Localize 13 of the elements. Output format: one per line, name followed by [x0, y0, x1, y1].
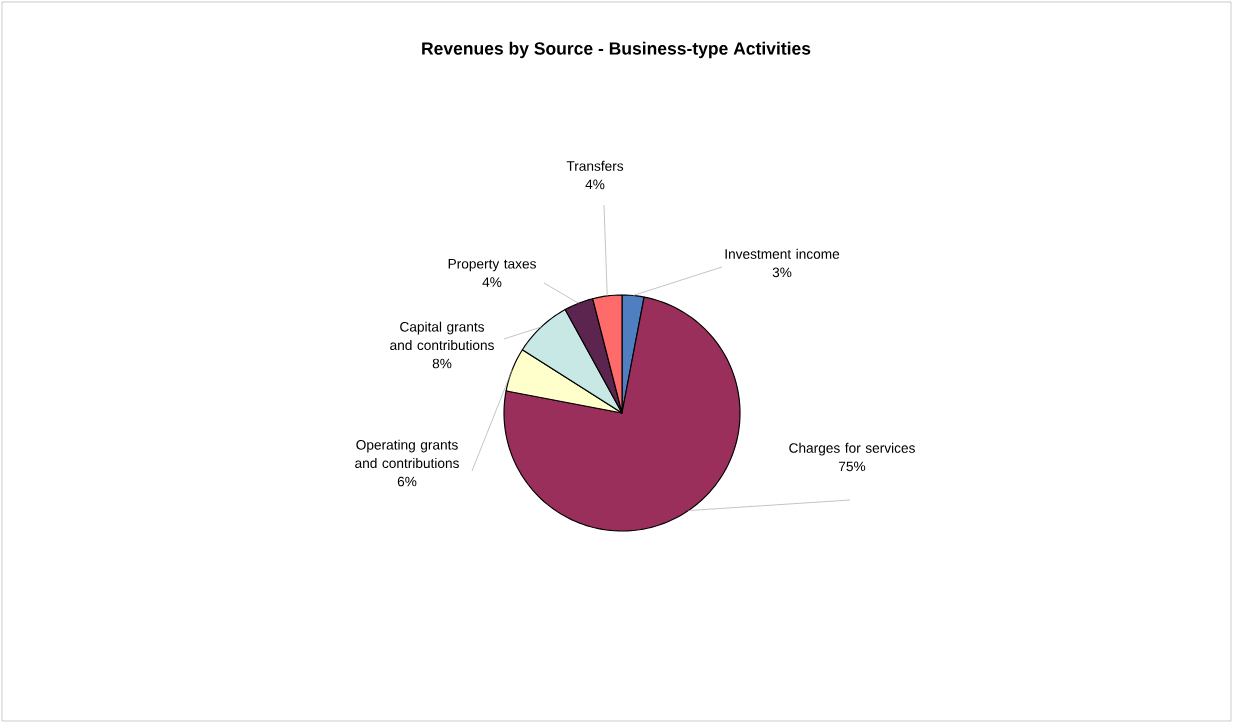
- data-label: 4%: [482, 277, 502, 287]
- data-label: 75%: [839, 461, 866, 472]
- data-label: 3%: [772, 267, 792, 278]
- slice-label: Capital grants and contributions: [390, 321, 494, 351]
- slice-label: Investment income: [725, 248, 840, 259]
- slice-label: Charges for services: [789, 442, 915, 456]
- data-label: 4%: [585, 179, 605, 190]
- data-label: 8%: [432, 358, 452, 369]
- slice-label: Operating grants and contributions: [355, 439, 459, 469]
- chart-title: Revenues by Source - Business-type Activities: [422, 41, 811, 59]
- data-label: 6%: [397, 476, 417, 487]
- slice-label: Property taxes: [448, 259, 536, 272]
- slice-label: Transfers: [566, 160, 624, 171]
